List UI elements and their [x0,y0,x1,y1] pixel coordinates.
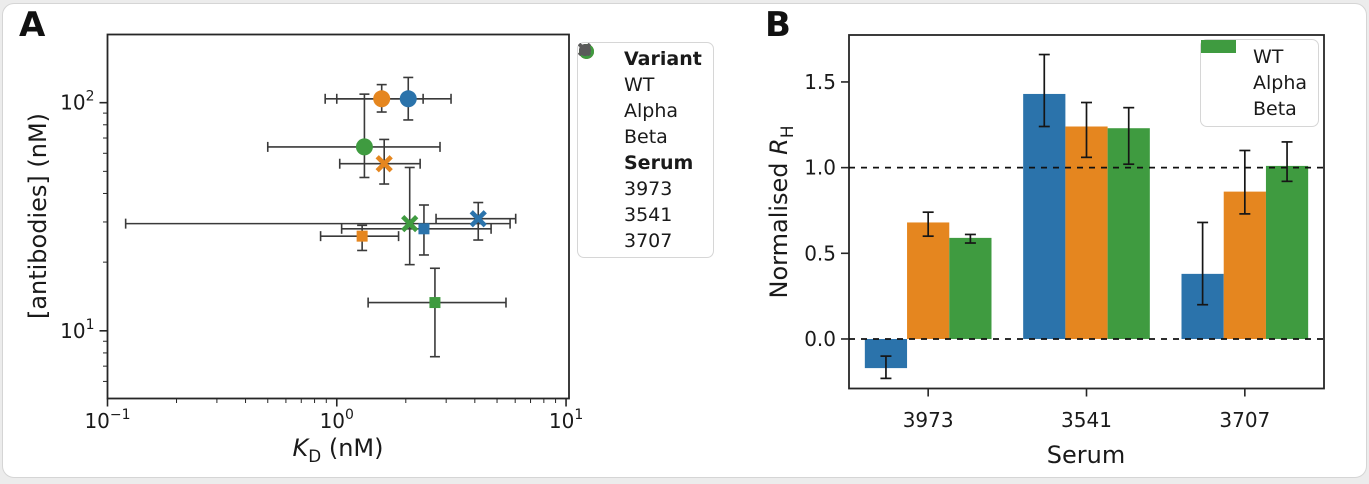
legend-item-label: Alpha [624,100,679,122]
legend-item-variant-wt: WT [579,44,707,98]
panel-a-x-axis-title: KD (nM) [293,434,384,466]
legend-item-label: 3973 [624,178,673,200]
panel-a-legend: Variant WT Alpha Beta Serum 3973 3541 3707 [577,42,714,258]
scatter-point-Alpha-3973 [373,90,391,108]
x-tick-label: 3541 [1061,408,1112,432]
scatter-point-WT-3707 [418,223,430,235]
errorbar-WT-3707 [1197,221,1209,306]
legend-item-serum-3707: 3707 [579,44,707,254]
errorbar-Beta-3973 [964,233,976,244]
bar-Beta-3707 [1265,165,1309,339]
scatter-point-WT-3973 [399,90,417,108]
rh-prefix: Normalised [765,154,794,299]
legend-serum-title: Serum [624,152,694,174]
x-tick-label: 3973 [903,408,954,432]
legend-item-label: Beta [1253,98,1297,120]
errorbar-Alpha-3973 [922,211,934,238]
panel-b-y-axis-title: Normalised RH [765,126,797,299]
panel-a-y-axis-title: [antibodies] (nM) [24,112,52,320]
scatter-point-Beta-3973 [355,138,373,156]
bar-Alpha-3541 [1065,126,1108,339]
panel-b-x-axis-title: Serum [1046,441,1126,469]
legend-variant-title: Variant [624,48,702,70]
legend-item-serum-3973: 3973 [579,44,707,202]
y-tick-label: 1.5 [804,70,836,94]
y-tick-label: 101 [60,317,94,343]
panel-b-label: B [765,5,791,45]
kd-symbol: K [292,434,309,462]
legend-item-variant-alpha: Alpha [579,44,707,124]
errorbar-Beta-3541 [1123,106,1135,166]
legend-item-variant-beta: Beta [579,44,707,150]
scatter-point-Alpha-3541 [375,155,393,173]
panel-a-markers [355,90,487,309]
errorbar-Alpha-3707 [1239,149,1251,215]
panel-a-plot-frame [106,33,570,400]
x-tick-label: 100 [320,407,354,433]
scatter-point-Beta-3707 [429,297,441,309]
rh-symbol: R [765,138,794,155]
errorbar-WT-3973 [880,355,892,380]
errorbar-Alpha-3541 [1081,101,1092,159]
y-tick-label: 1.0 [804,156,836,180]
scatter-point-WT-3541 [469,210,487,228]
legend-item-serum-3541: 3541 [578,43,707,228]
bar-WT-3541 [1023,93,1066,339]
panel-b-errorbars [880,53,1293,380]
rh-subscript: H [776,125,797,139]
bar-Alpha-3707 [1223,191,1266,339]
kd-subscript: D [308,445,322,466]
legend-item-alpha: Alpha [1201,40,1312,96]
panel-b-bars [864,93,1309,369]
panel-a-axes: 10−1 100 101 101 102 [60,33,583,433]
y-tick-label: 0.5 [804,241,836,265]
legend-item-label: 3541 [624,204,673,226]
kd-units: (nM) [321,434,384,462]
scatter-point-Beta-3541 [401,215,419,233]
bar-Beta-3973 [949,237,992,339]
errorbar-Beta-3541 [124,166,511,266]
legend-item-label: WT [1253,46,1284,68]
errorbar-WT-3541 [1038,53,1050,128]
x-tick-label: 10−1 [84,407,130,433]
legend-item-label: 3707 [624,230,673,252]
panel-b-legend: WT Alpha Beta [1200,39,1319,127]
x-tick-label: 3707 [1219,408,1270,432]
y-tick-label: 102 [60,89,94,115]
errorbar-Beta-3707 [1281,141,1293,183]
legend-item-label: Alpha [1253,72,1308,94]
legend-item-label: Beta [624,126,668,148]
bar-Alpha-3973 [907,222,950,339]
panel-a-label: A [19,5,46,45]
scatter-point-Alpha-3707 [356,230,368,242]
y-tick-label: 0.0 [804,327,836,351]
legend-item-beta: Beta [1201,40,1312,122]
legend-item-label: WT [624,74,655,96]
x-tick-label: 101 [549,407,583,433]
